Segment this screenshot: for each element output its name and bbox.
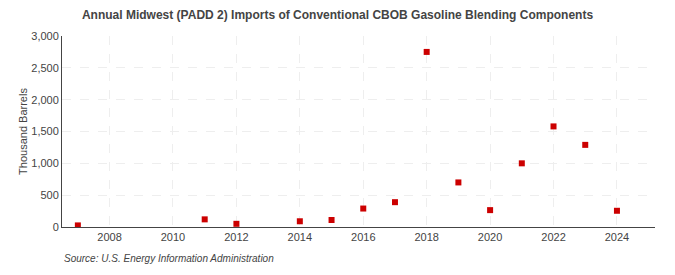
svg-text:0: 0 bbox=[53, 221, 59, 233]
svg-text:2016: 2016 bbox=[351, 231, 375, 243]
svg-text:2014: 2014 bbox=[288, 231, 312, 243]
svg-text:2022: 2022 bbox=[541, 231, 565, 243]
svg-text:3,000: 3,000 bbox=[31, 30, 59, 42]
svg-text:2,500: 2,500 bbox=[31, 62, 59, 74]
svg-text:Annual Midwest (PADD 2) Import: Annual Midwest (PADD 2) Imports of Conve… bbox=[82, 8, 593, 22]
svg-text:Source: U.S. Energy Informatio: Source: U.S. Energy Information Administ… bbox=[64, 253, 274, 264]
svg-text:1,500: 1,500 bbox=[31, 125, 59, 137]
svg-text:2,000: 2,000 bbox=[31, 94, 59, 106]
svg-text:2020: 2020 bbox=[478, 231, 502, 243]
svg-text:500: 500 bbox=[40, 189, 58, 201]
svg-text:2024: 2024 bbox=[605, 231, 629, 243]
svg-text:2012: 2012 bbox=[224, 231, 248, 243]
svg-text:1,000: 1,000 bbox=[31, 157, 59, 169]
svg-text:2018: 2018 bbox=[414, 231, 438, 243]
svg-text:Thousand Barrels: Thousand Barrels bbox=[17, 88, 29, 175]
svg-text:2008: 2008 bbox=[97, 231, 121, 243]
svg-text:2010: 2010 bbox=[161, 231, 185, 243]
